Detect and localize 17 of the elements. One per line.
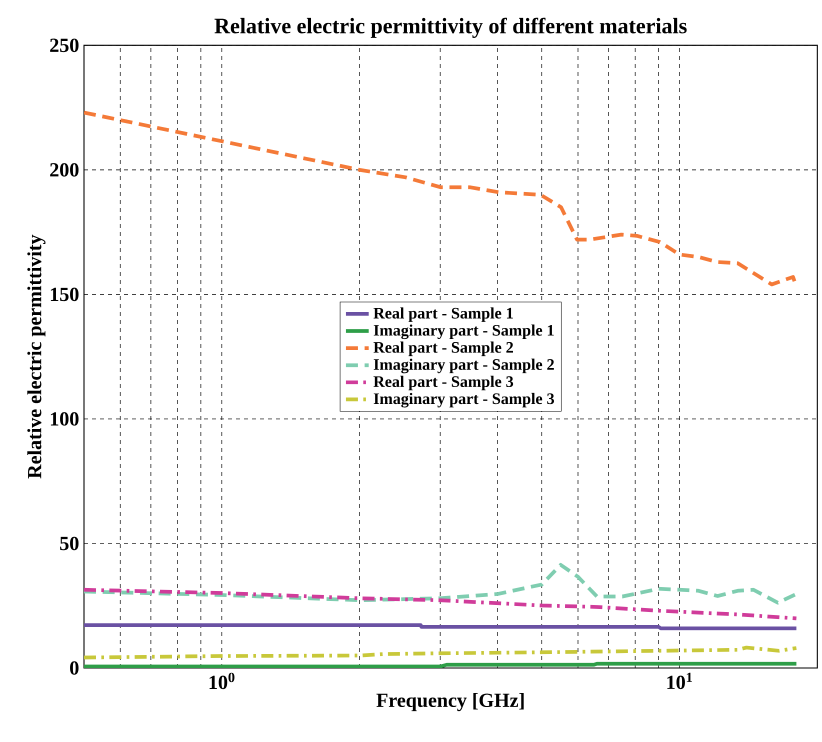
legend-label: Real part - Sample 2 [374,342,513,356]
legend-label: Imaginary part - Sample 3 [374,392,554,408]
x-tick-label: 10$^{1}$ [667,672,692,690]
legend-label: Real part - Sample 3 [374,376,514,390]
legend-label: Imaginary part - Sample 2 [374,358,554,374]
legend-label: Real part - Sample 1 [374,307,513,322]
y-tick-label: 150 [50,288,79,302]
chart-title: Relative electric permittivity of different materials [214,18,687,38]
y-tick-label: 0 [70,661,79,675]
y-tick-label: 250 [50,38,79,52]
y-tick-label: 50 [60,536,79,550]
x-axis-title: Frequency [GHz] [376,693,524,712]
legend-label: Imaginary part - Sample 1 [374,324,554,340]
y-tick-label: 200 [50,163,79,177]
x-tick-label: 10$^{0}$ [210,672,234,690]
y-axis-title: Relative electric permittivity [27,234,46,478]
y-tick-label: 100 [50,412,79,426]
